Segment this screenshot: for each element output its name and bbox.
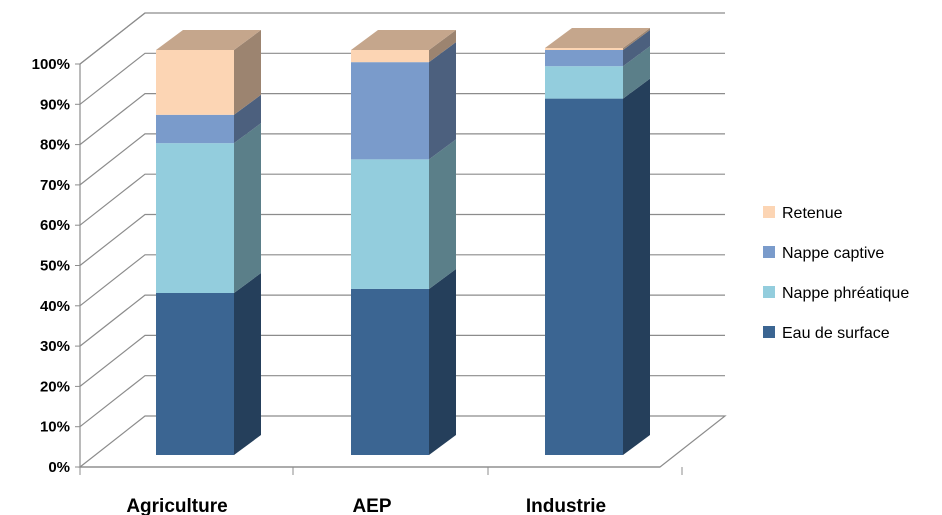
bar-agriculture-segment-2 — [156, 143, 234, 293]
gridline — [79, 173, 725, 226]
y-axis: 0% 10% 20% 30% 40% 50% 60% 70% 80% 90% 100% — [32, 56, 80, 476]
y-tick-label: 60% — [40, 217, 70, 234]
bar-industrie-side-2 — [623, 46, 650, 99]
bars — [156, 27, 650, 455]
y-tick-label: 40% — [40, 298, 70, 315]
bar-agriculture-top — [156, 30, 261, 50]
bar-agriculture-side-4 — [234, 30, 261, 115]
y-tick-label: 10% — [40, 419, 70, 436]
y-tick-label: 30% — [40, 338, 70, 355]
legend-swatch — [763, 206, 775, 218]
x-tick-label-aep: AEP — [352, 496, 391, 515]
gridline — [79, 12, 725, 65]
bar-agriculture-segment-4 — [156, 50, 234, 115]
legend-label: Nappe captive — [782, 245, 884, 262]
legend-swatch — [763, 246, 775, 258]
bar-aep-top — [351, 30, 456, 50]
gridlines — [79, 12, 725, 428]
x-axis: Agriculture AEP Industrie — [79, 466, 683, 515]
bar-agriculture-segment-1 — [156, 293, 234, 455]
y-tick-label: 20% — [40, 378, 70, 395]
x-tick-label-agriculture: Agriculture — [126, 496, 227, 515]
legend: Retenue Nappe captive Nappe phréatique Eau … — [763, 205, 909, 342]
bar-aep-side-2 — [429, 139, 456, 289]
y-tick-label: 50% — [40, 258, 70, 275]
legend-label: Eau de surface — [782, 325, 890, 342]
gridline — [79, 254, 725, 307]
gridline — [79, 375, 725, 428]
bar-agriculture-side-3 — [234, 94, 261, 144]
gridline — [79, 294, 725, 347]
gridline — [79, 92, 725, 146]
bar-aep-side-3 — [429, 42, 456, 160]
bar-industrie-side-1 — [623, 78, 650, 455]
bar-industrie-segment-2 — [545, 66, 623, 99]
bar-industrie-segment-3 — [545, 50, 623, 67]
bar-aep-segment-2 — [351, 159, 429, 289]
bar-industrie-top — [545, 27, 650, 48]
bar-industrie-side-3 — [623, 30, 650, 67]
bar-industrie-side-4 — [623, 27, 650, 50]
bar-agriculture-side-2 — [234, 123, 261, 294]
legend-label: Retenue — [782, 205, 843, 222]
gridline — [79, 52, 725, 105]
y-tick-label: 0% — [48, 459, 70, 476]
bar-aep-side-4 — [429, 30, 456, 63]
bar-aep-segment-4 — [351, 50, 429, 63]
gridline — [79, 213, 725, 266]
gridline — [79, 133, 725, 186]
bar-aep-side-1 — [429, 268, 456, 455]
bar-industrie-segment-1 — [545, 98, 623, 455]
bar-aep-segment-1 — [351, 288, 429, 455]
gridline — [79, 334, 725, 387]
legend-swatch — [763, 286, 775, 298]
bar-agriculture-segment-3 — [156, 114, 234, 144]
legend-label: Nappe phréatique — [782, 285, 909, 302]
bar-agriculture-side-1 — [234, 273, 261, 455]
bar-industrie-segment-4 — [545, 47, 623, 50]
y-tick-label: 100% — [32, 56, 70, 73]
y-tick-label: 90% — [40, 96, 70, 113]
x-tick-label-industrie: Industrie — [526, 496, 606, 515]
bar-aep-segment-3 — [351, 62, 429, 160]
y-tick-label: 80% — [40, 137, 70, 154]
legend-swatch — [763, 326, 775, 338]
y-tick-label: 70% — [40, 177, 70, 194]
